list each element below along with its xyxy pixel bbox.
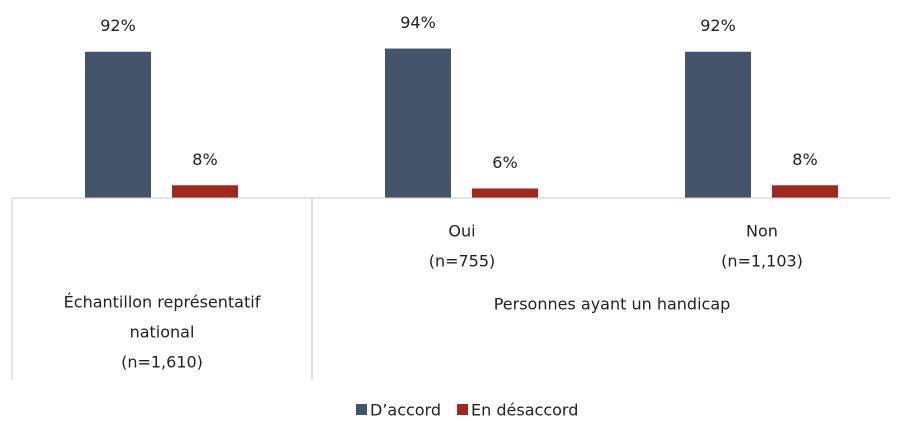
value-label: 8% bbox=[192, 150, 217, 169]
value-label: 92% bbox=[100, 16, 136, 35]
x-tick-label: Échantillon représentatif bbox=[64, 293, 261, 312]
x-tick-label: Oui bbox=[448, 222, 475, 241]
legend-label: En désaccord bbox=[471, 401, 578, 420]
value-label: 8% bbox=[792, 150, 817, 169]
legend-swatch bbox=[457, 404, 469, 415]
bar bbox=[685, 51, 751, 198]
bar bbox=[472, 188, 538, 198]
x-tick-label: (n=1,610) bbox=[121, 353, 203, 372]
value-label: 92% bbox=[700, 16, 736, 35]
x-tick-label: Non bbox=[746, 222, 778, 241]
legend-swatch bbox=[356, 404, 367, 415]
bar bbox=[172, 185, 238, 198]
x-tick-label: (n=1,103) bbox=[721, 252, 803, 271]
value-label: 6% bbox=[492, 153, 517, 172]
bar bbox=[772, 185, 838, 198]
x-tick-label: (n=755) bbox=[429, 252, 496, 271]
bar bbox=[85, 51, 151, 198]
value-label: 94% bbox=[400, 13, 436, 32]
group-label: Personnes ayant un handicap bbox=[494, 295, 731, 314]
legend-label: D’accord bbox=[370, 401, 441, 420]
x-tick-label: national bbox=[130, 323, 195, 342]
bar bbox=[385, 48, 451, 198]
